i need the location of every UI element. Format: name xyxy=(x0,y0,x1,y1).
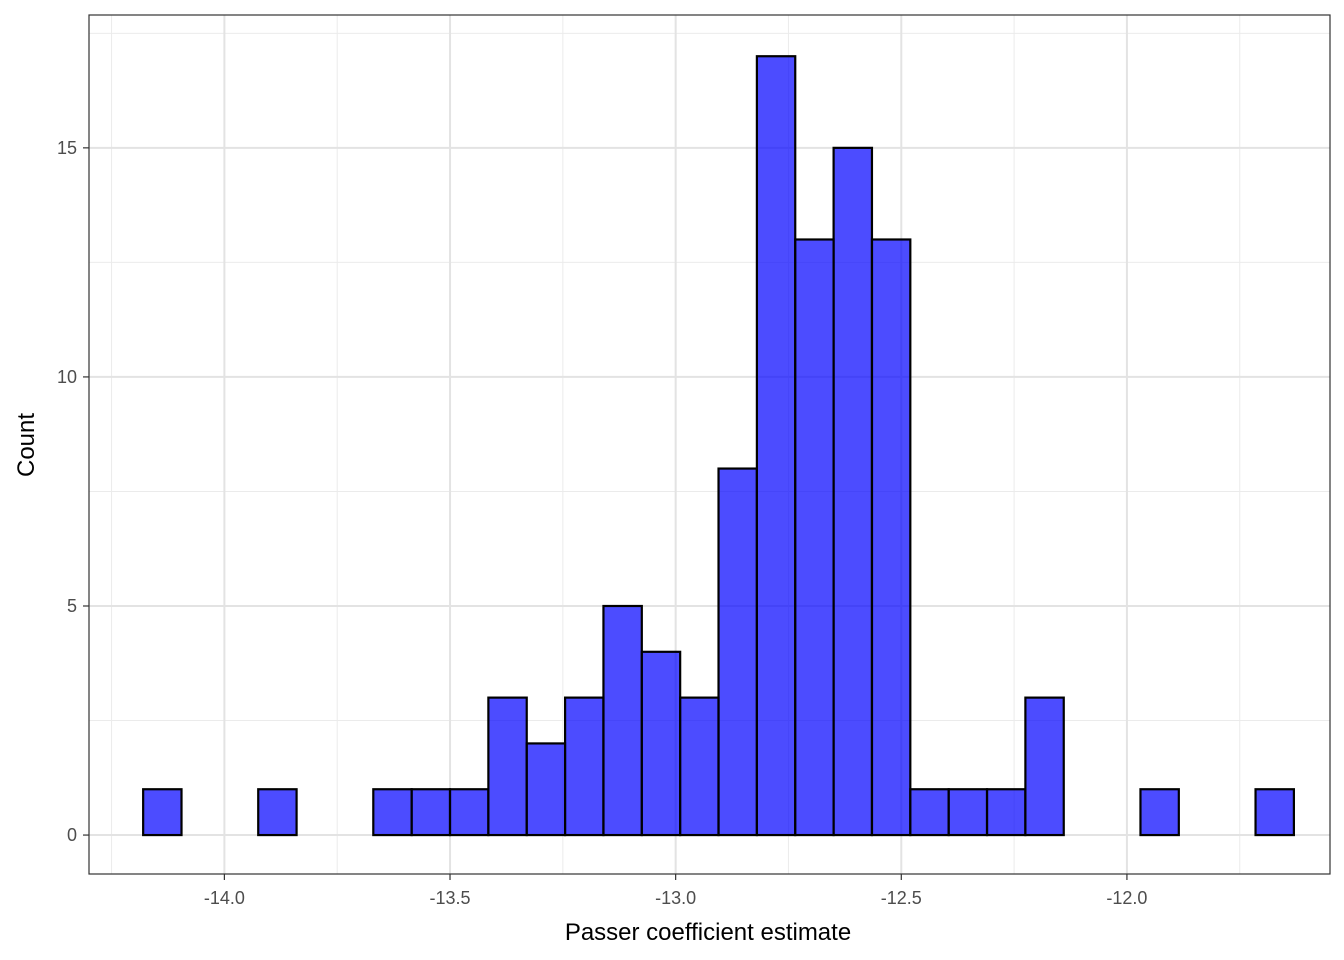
histogram-bar xyxy=(142,788,183,837)
x-axis-title: Passer coefficient estimate xyxy=(565,919,851,946)
y-tick-label: 0 xyxy=(67,825,77,845)
x-tick-label: -12.5 xyxy=(881,888,922,908)
histogram-bar xyxy=(1254,788,1295,837)
x-tick-label: -14.0 xyxy=(204,888,245,908)
histogram-bar xyxy=(870,238,912,837)
y-axis-title: Count xyxy=(13,413,40,477)
histogram-bar xyxy=(1139,788,1180,837)
minor-gridlines xyxy=(89,15,1330,874)
histogram-bar xyxy=(909,788,950,837)
histogram-bar xyxy=(410,788,452,837)
histogram-bar xyxy=(525,742,567,837)
histogram-bar xyxy=(755,55,797,837)
histogram-bar xyxy=(947,788,989,837)
x-tick-label: -12.0 xyxy=(1106,888,1147,908)
x-tick-label: -13.0 xyxy=(655,888,696,908)
histogram-bar xyxy=(257,788,298,837)
histogram-bar xyxy=(563,696,605,837)
histogram-bar xyxy=(985,788,1027,837)
histogram-bar xyxy=(1024,696,1065,837)
histogram-bar xyxy=(448,788,490,837)
histogram-bar xyxy=(602,604,643,837)
histogram-bar xyxy=(832,146,874,837)
histogram-bar xyxy=(717,467,758,837)
y-tick-label: 10 xyxy=(57,367,77,387)
histogram-bars xyxy=(142,55,1295,837)
histogram-bar xyxy=(794,238,835,837)
panel-border xyxy=(88,14,1331,875)
x-tick-label: -13.5 xyxy=(430,888,471,908)
histogram-bar xyxy=(372,788,413,837)
y-tick-label: 15 xyxy=(57,138,77,158)
x-axis-ticks: -14.0 -13.5 -13.0 -12.5 -12.0 xyxy=(204,874,1147,908)
y-tick-label: 5 xyxy=(67,596,77,616)
histogram-bar xyxy=(640,650,682,837)
histogram-bar xyxy=(679,696,720,837)
y-axis-ticks: 0 5 10 15 xyxy=(57,138,89,845)
histogram-bar xyxy=(487,696,528,837)
